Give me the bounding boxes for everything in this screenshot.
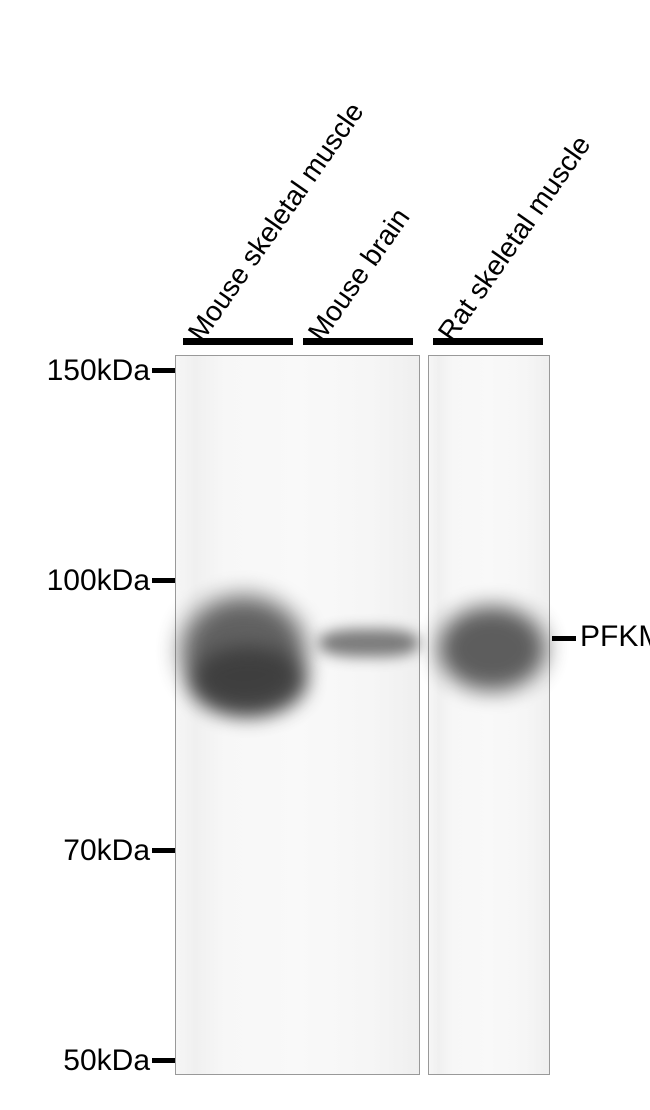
mw-tick-100 <box>152 578 175 583</box>
lane-tick-2 <box>303 338 413 345</box>
mw-label-50: 50kDa <box>0 1044 150 1078</box>
target-label: PFKM <box>580 620 650 654</box>
lane-label-2: Mouse brain <box>302 202 417 347</box>
band-lane2 <box>319 629 419 657</box>
mw-label-150: 150kDa <box>0 354 150 388</box>
mw-tick-150 <box>152 368 175 373</box>
lane-tick-1 <box>183 338 293 345</box>
western-blot-figure: Mouse skeletal muscle Mouse brain Rat sk… <box>0 0 650 1110</box>
membrane-panel-left <box>175 355 420 1075</box>
mw-label-70: 70kDa <box>0 834 150 868</box>
membrane-panel-right <box>428 355 550 1075</box>
band-lane1-tail <box>191 646 306 716</box>
mw-label-100: 100kDa <box>0 564 150 598</box>
mw-tick-50 <box>152 1058 175 1063</box>
mw-tick-70 <box>152 848 175 853</box>
lane-tick-3 <box>433 338 543 345</box>
band-lane3 <box>438 606 546 691</box>
target-tick <box>552 636 576 641</box>
lane-label-3: Rat skeletal muscle <box>432 130 597 347</box>
